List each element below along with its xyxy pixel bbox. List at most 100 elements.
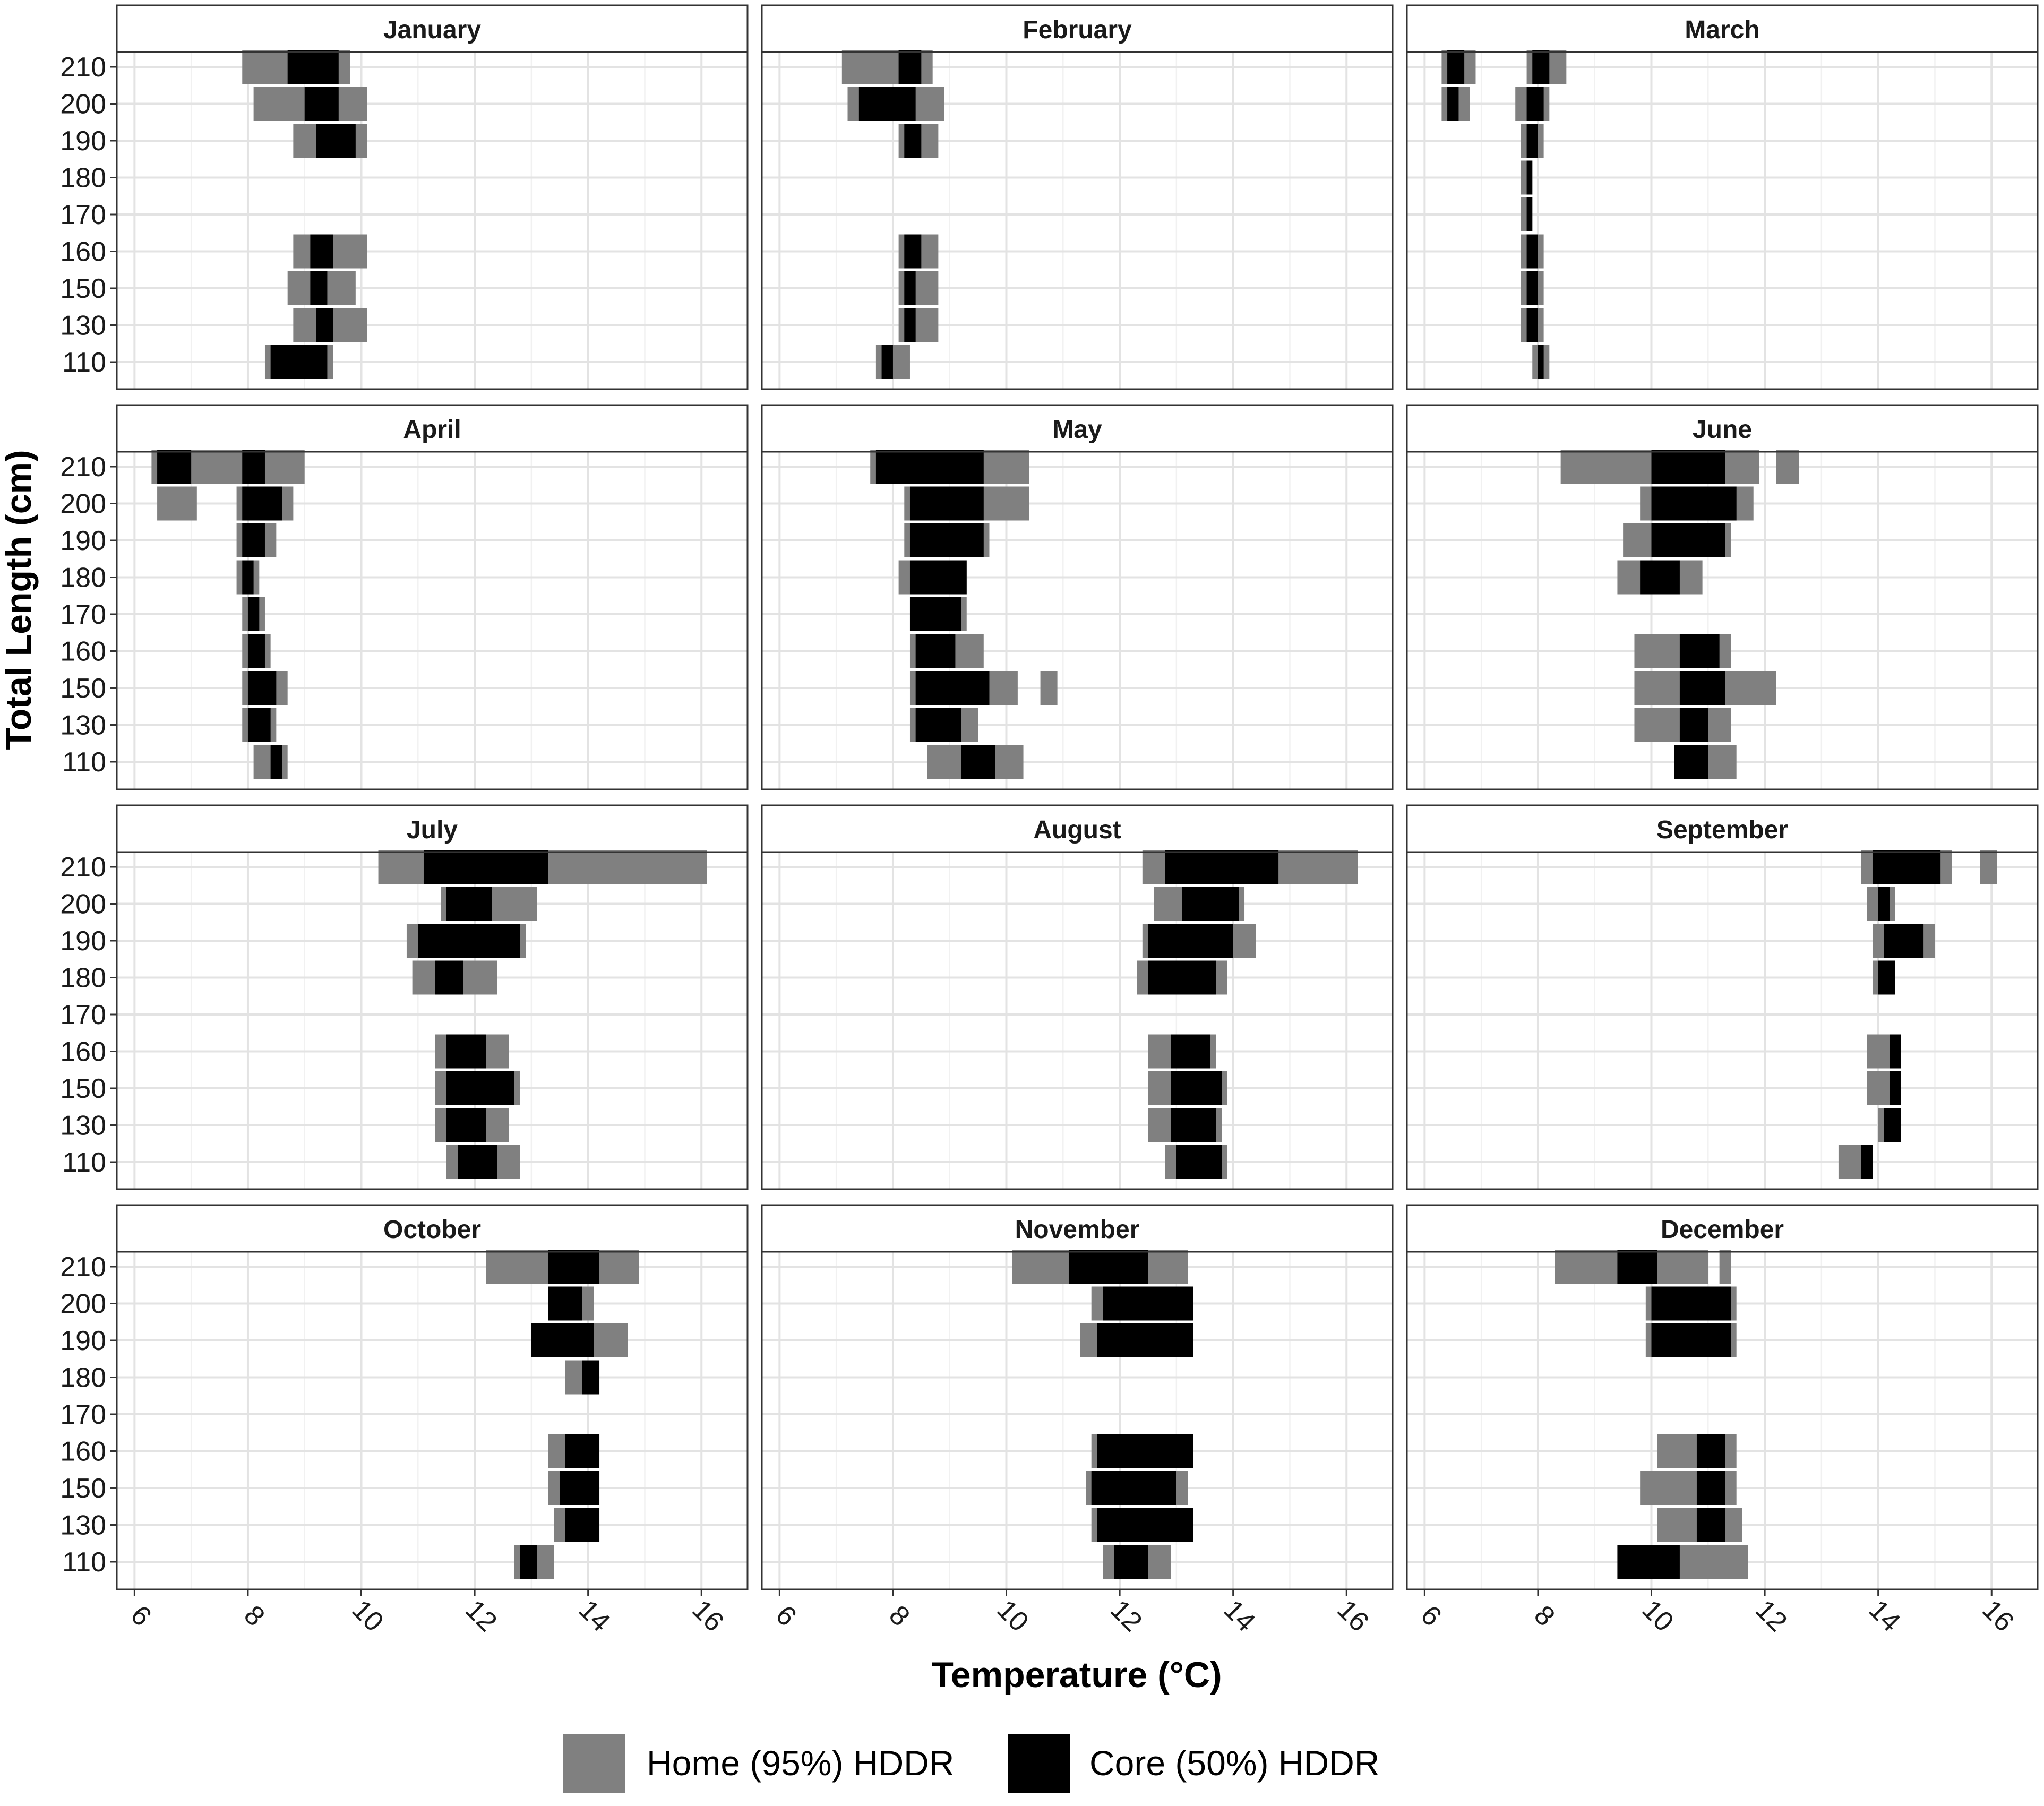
y-tick-label: 110 — [62, 1547, 106, 1578]
y-tick-label: 200 — [60, 489, 106, 520]
core-tile-march-180 — [1526, 160, 1533, 195]
x-tick-label: 8 — [1528, 1599, 1560, 1632]
home-tile-december-210 — [1719, 1250, 1731, 1284]
plot-area-april — [117, 452, 748, 789]
x-tick-label: 12 — [1104, 1594, 1148, 1638]
core-tile-february-160 — [904, 234, 922, 269]
core-tile-september-210 — [1872, 850, 1941, 884]
x-tick-label: 6 — [1415, 1599, 1447, 1632]
core-tile-december-160 — [1696, 1434, 1725, 1468]
panel-may: May — [761, 404, 1394, 790]
core-tile-august-180 — [1148, 960, 1216, 995]
panel-border-february — [761, 51, 1394, 390]
panel-border-march — [1406, 51, 2039, 390]
y-tick-label: 160 — [60, 637, 106, 667]
core-tile-october-180 — [582, 1360, 600, 1395]
core-tile-march-110 — [1538, 345, 1544, 379]
y-tick-label: 150 — [60, 1073, 106, 1104]
y-tick-label: 150 — [60, 673, 106, 704]
core-tile-september-160 — [1890, 1034, 1901, 1069]
panel-border-april — [116, 451, 749, 790]
strip-title-june: June — [1693, 416, 1752, 444]
core-tile-september-150 — [1890, 1071, 1901, 1105]
core-tile-october-130 — [565, 1508, 600, 1542]
panel-april: April 210 200 190 180 170 160 150 130 110 — [60, 404, 749, 790]
core-tile-march-210 — [1447, 50, 1465, 84]
x-tick-label: 16 — [1331, 1594, 1375, 1638]
core-tile-december-210 — [1617, 1250, 1657, 1284]
y-tick-label: 110 — [62, 347, 106, 378]
panel-january: January 210 200 190 180 170 160 150 130 110 — [60, 4, 749, 390]
core-tile-august-110 — [1176, 1145, 1222, 1179]
y-tick-label: 190 — [60, 126, 106, 157]
plot-area-october — [117, 1252, 748, 1589]
y-tick-label: 110 — [62, 1147, 106, 1178]
home-tile-september-210 — [1980, 850, 1997, 884]
panel-june: June — [1406, 404, 2039, 790]
strip-april — [116, 404, 749, 453]
plot-area-may — [762, 452, 1393, 789]
home-tile-may-150 — [1040, 671, 1058, 705]
panel-border-september — [1406, 851, 2039, 1190]
core-tile-july-150 — [446, 1071, 514, 1105]
core-tile-may-150 — [915, 671, 990, 705]
x-tick-label: 16 — [1976, 1594, 2020, 1638]
strip-title-october: October — [383, 1216, 481, 1244]
core-tile-december-200 — [1651, 1286, 1731, 1321]
strip-title-march: March — [1685, 16, 1759, 44]
legend-label-core: Core (50%) HDDR — [1089, 1743, 1379, 1783]
core-tile-april-190 — [242, 523, 265, 557]
core-tile-november-110 — [1114, 1545, 1148, 1579]
core-tile-april-210 — [157, 450, 192, 484]
core-tile-may-190 — [909, 523, 984, 557]
core-tile-december-110 — [1617, 1545, 1680, 1579]
y-tick-label: 130 — [60, 311, 106, 341]
core-tile-january-160 — [310, 234, 333, 269]
core-tile-july-200 — [446, 887, 492, 921]
plot-area-july — [117, 852, 748, 1189]
legend: Home (95%) HDDR Core (50%) HDDR — [563, 1734, 1379, 1793]
home-tile-april-200 — [157, 486, 197, 521]
core-tile-march-210 — [1532, 50, 1550, 84]
x-tick-label: 12 — [459, 1594, 503, 1638]
core-tile-september-190 — [1884, 924, 1924, 958]
core-tile-june-130 — [1679, 708, 1708, 742]
core-tile-january-150 — [310, 271, 328, 305]
y-tick-label: 170 — [60, 1399, 106, 1430]
strip-title-february: February — [1023, 16, 1132, 44]
x-tick-label: 14 — [1863, 1594, 1906, 1638]
y-tick-label: 130 — [60, 1510, 106, 1541]
strip-title-may: May — [1052, 416, 1102, 444]
core-tile-june-160 — [1679, 634, 1720, 668]
strip-february — [761, 4, 1394, 53]
y-tick-label: 210 — [60, 452, 106, 483]
panel-november: November 6 8 10 12 14 16 — [761, 1204, 1394, 1638]
core-tile-april-130 — [247, 708, 271, 742]
strip-october — [116, 1204, 749, 1253]
y-tick-label: 180 — [60, 1363, 106, 1394]
y-tick-label: 200 — [60, 89, 106, 120]
x-tick-label: 8 — [238, 1599, 270, 1632]
core-tile-november-200 — [1103, 1286, 1193, 1321]
strip-september — [1406, 804, 2039, 853]
y-tick-label: 130 — [60, 710, 106, 741]
panel-march: March — [1406, 4, 2039, 390]
x-tick-label: 16 — [686, 1594, 729, 1638]
core-tile-february-150 — [904, 271, 916, 305]
core-tile-august-160 — [1171, 1034, 1210, 1069]
panel-august: August — [761, 804, 1394, 1190]
core-tile-february-200 — [858, 87, 916, 121]
core-tile-july-190 — [418, 924, 520, 958]
core-tile-june-150 — [1679, 671, 1725, 705]
core-tile-june-110 — [1674, 745, 1708, 779]
panel-border-december — [1406, 1251, 2039, 1590]
core-tile-may-200 — [909, 486, 984, 521]
strip-title-december: December — [1661, 1216, 1784, 1244]
panels-layer: January 210 200 190 180 170 160 150 130 110 Februa… — [60, 4, 2039, 1638]
panel-september: September — [1406, 804, 2039, 1190]
core-tile-january-130 — [316, 308, 333, 342]
y-tick-label: 190 — [60, 526, 106, 556]
core-tile-march-150 — [1526, 271, 1538, 305]
